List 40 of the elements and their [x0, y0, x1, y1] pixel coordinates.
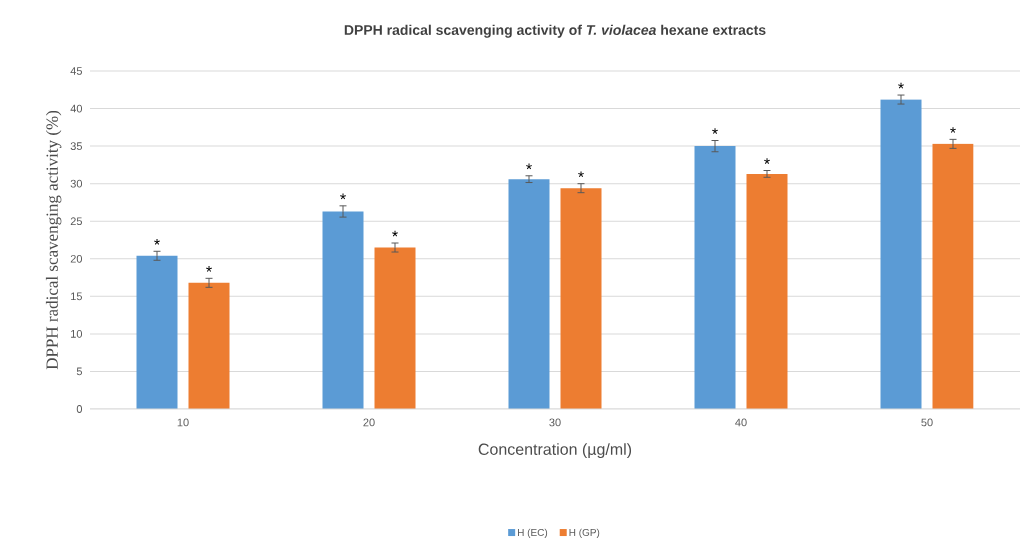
y-tick-label: 5	[76, 367, 82, 376]
annotation: *	[392, 230, 398, 237]
chart-title: DPPH radical scavenging activity of T. violacea hexane extracts	[344, 24, 766, 38]
x-tick-label: 50	[921, 418, 933, 427]
annotation: *	[578, 171, 584, 178]
y-tick-label: 20	[70, 254, 83, 263]
annotation: *	[206, 266, 212, 272]
bar	[188, 282, 230, 409]
x-tick-label: 20	[363, 418, 375, 427]
legend-label: H (EC)	[517, 528, 548, 538]
bar	[322, 211, 364, 409]
y-tick-label: 30	[70, 179, 83, 188]
annotation: *	[712, 128, 718, 134]
y-tick-label: 15	[71, 292, 82, 301]
bar	[508, 179, 550, 409]
bar	[880, 99, 922, 409]
x-tick-label: 40	[735, 418, 747, 427]
x-axis-title: Concentration (µg/ml)	[478, 443, 632, 459]
bar	[746, 173, 788, 409]
x-tick-label: 30	[549, 418, 561, 427]
bar	[560, 188, 602, 409]
y-tick-label: 0	[76, 405, 83, 413]
x-tick-label: 10	[177, 418, 189, 427]
y-tick-label: 10	[71, 330, 83, 338]
y-tick-label: 35	[70, 142, 82, 151]
annotation: *	[764, 158, 770, 164]
annotation: *	[340, 193, 346, 200]
y-tick-label: 25	[70, 217, 82, 226]
annotation: *	[154, 239, 160, 245]
legend-label: H (GP)	[569, 528, 600, 538]
annotation: *	[526, 163, 532, 170]
annotation: *	[898, 82, 904, 89]
bar	[374, 247, 416, 409]
y-tick-label: 45	[70, 67, 82, 75]
y-axis-title: DPPH radical scavenging activity (%)	[45, 110, 62, 370]
bar	[136, 255, 178, 409]
bar	[694, 146, 736, 409]
annotation: *	[950, 127, 956, 133]
bar	[932, 143, 974, 409]
y-tick-label: 40	[70, 104, 83, 113]
